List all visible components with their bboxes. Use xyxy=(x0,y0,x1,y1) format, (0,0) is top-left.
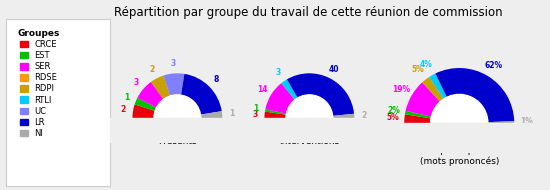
Circle shape xyxy=(154,95,201,142)
Wedge shape xyxy=(488,121,514,123)
Text: 2: 2 xyxy=(120,105,126,114)
Wedge shape xyxy=(163,73,184,96)
Text: 3: 3 xyxy=(252,110,257,119)
Wedge shape xyxy=(405,111,431,118)
Wedge shape xyxy=(151,75,170,99)
Wedge shape xyxy=(133,104,155,118)
Text: 1: 1 xyxy=(253,104,258,113)
Wedge shape xyxy=(138,82,164,108)
Text: 8: 8 xyxy=(213,75,219,84)
Wedge shape xyxy=(429,74,447,99)
Wedge shape xyxy=(265,112,287,118)
Wedge shape xyxy=(265,109,287,115)
Text: 62%: 62% xyxy=(485,61,503,70)
Text: 5%: 5% xyxy=(412,65,425,74)
Text: 1%: 1% xyxy=(520,117,533,127)
Text: Présents: Présents xyxy=(158,137,197,146)
Text: 2: 2 xyxy=(361,111,367,120)
Circle shape xyxy=(286,95,333,142)
Wedge shape xyxy=(404,114,431,123)
Wedge shape xyxy=(406,82,440,117)
Bar xyxy=(242,118,377,145)
Text: 14: 14 xyxy=(257,85,268,94)
Text: 3: 3 xyxy=(276,68,281,78)
Wedge shape xyxy=(200,111,222,118)
Text: 3: 3 xyxy=(133,78,139,87)
Text: 3: 3 xyxy=(170,59,175,68)
Text: Répartition par groupe du travail de cette réunion de commission: Répartition par groupe du travail de cet… xyxy=(114,6,502,19)
Bar xyxy=(377,123,542,156)
Bar xyxy=(110,118,245,145)
Wedge shape xyxy=(333,114,354,118)
Wedge shape xyxy=(287,73,354,116)
Text: 4%: 4% xyxy=(420,60,433,69)
Legend: CRCE, EST, SER, RDSE, RDPI, RTLI, UC, LR, NI: CRCE, EST, SER, RDSE, RDPI, RTLI, UC, LR… xyxy=(15,27,62,140)
Text: Temps de parole
(mots prononcés): Temps de parole (mots prononcés) xyxy=(420,146,499,166)
Wedge shape xyxy=(422,77,444,102)
Wedge shape xyxy=(181,74,222,115)
Text: Interventions: Interventions xyxy=(279,137,339,146)
Text: 2%: 2% xyxy=(387,106,400,115)
Text: 1: 1 xyxy=(229,109,235,118)
Text: 2: 2 xyxy=(150,65,155,74)
Text: 5%: 5% xyxy=(386,113,399,122)
Text: 1: 1 xyxy=(124,93,129,102)
Wedge shape xyxy=(282,79,298,100)
Wedge shape xyxy=(265,83,295,114)
Wedge shape xyxy=(436,68,514,122)
Text: 19%: 19% xyxy=(392,85,410,94)
Circle shape xyxy=(431,94,488,152)
Wedge shape xyxy=(135,98,157,111)
Text: 40: 40 xyxy=(329,65,339,74)
